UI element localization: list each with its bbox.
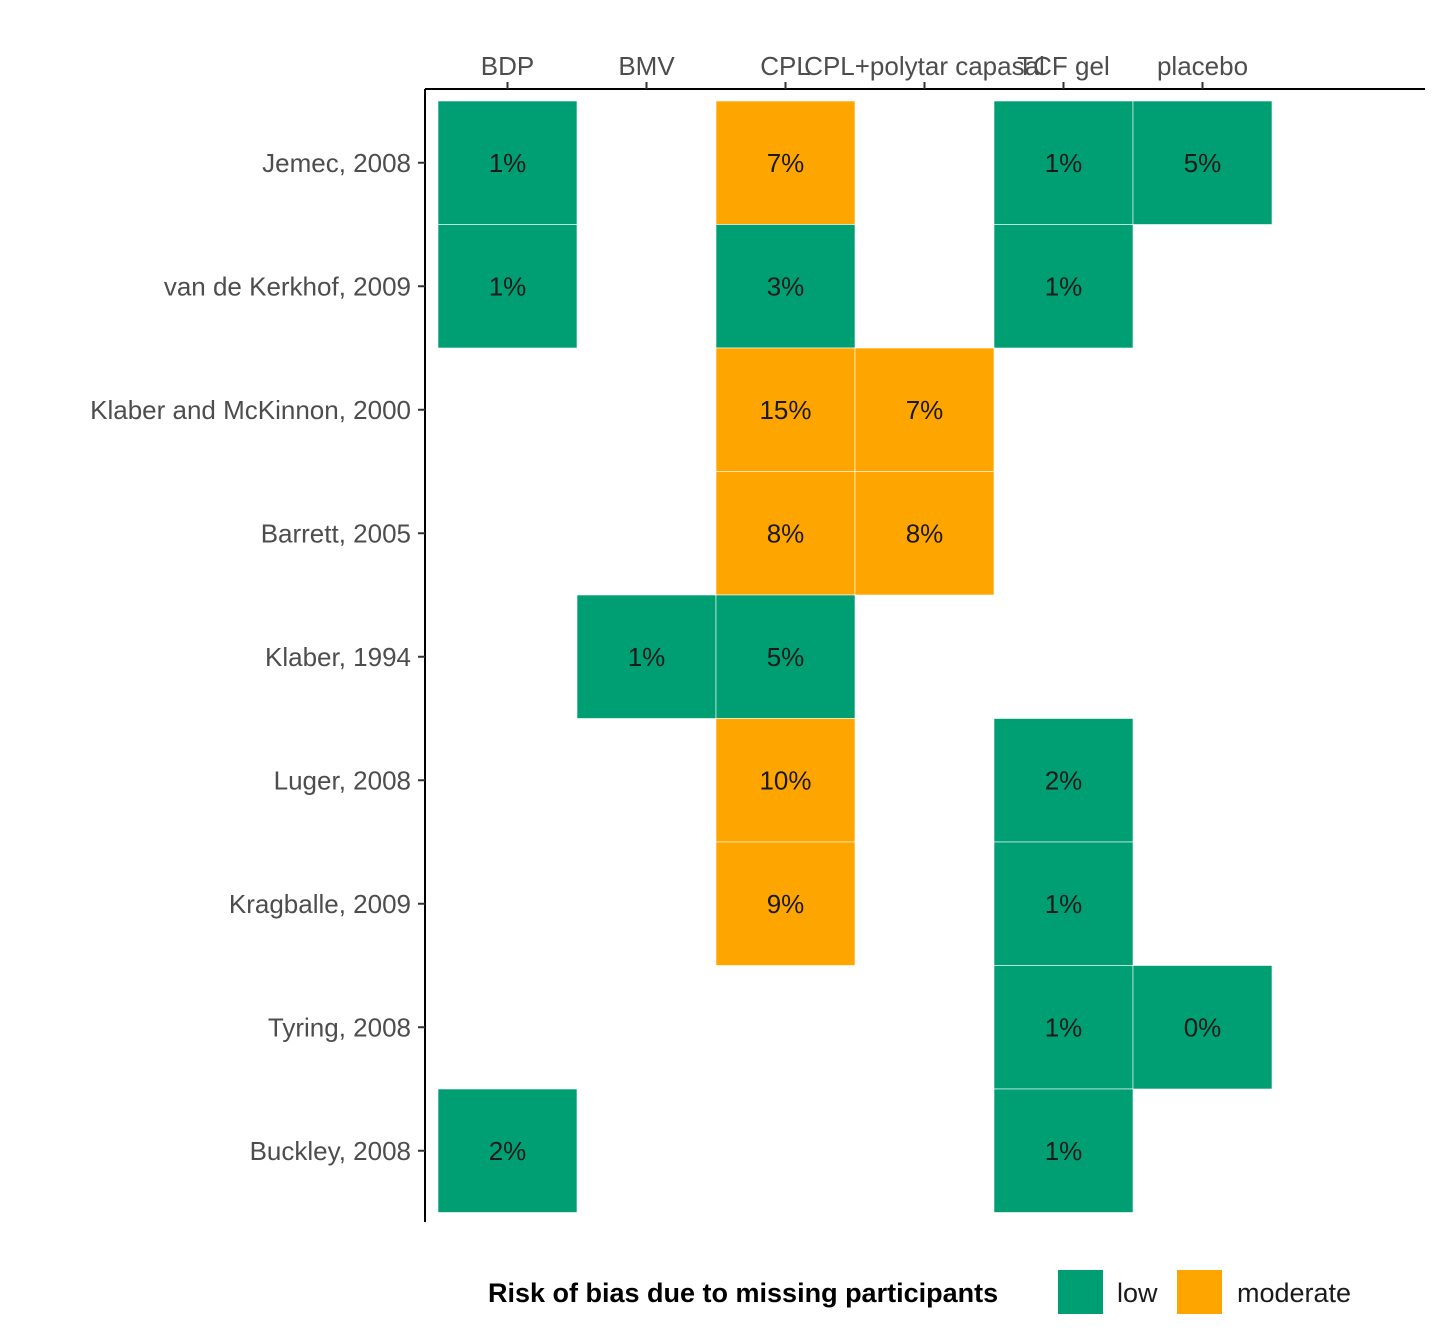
heatmap-cell xyxy=(1132,100,1273,225)
cell-value-label: 10% xyxy=(759,765,811,795)
legend-label-moderate: moderate xyxy=(1237,1278,1351,1308)
heatmap-cell xyxy=(715,594,856,719)
heatmap-cell xyxy=(993,100,1134,225)
cell-value-label: 7% xyxy=(906,395,944,425)
row-label: van de Kerkhof, 2009 xyxy=(164,271,411,301)
row-label: Jemec, 2008 xyxy=(262,148,411,178)
cell-value-label: 1% xyxy=(1045,889,1083,919)
legend-title: Risk of bias due to missing participants xyxy=(488,1278,998,1308)
heatmap-cell xyxy=(715,224,856,349)
row-label: Buckley, 2008 xyxy=(250,1136,411,1166)
heatmap-cell xyxy=(715,841,856,966)
row-label: Klaber, 1994 xyxy=(265,642,411,672)
heatmap-cell xyxy=(437,224,578,349)
heatmap-cell xyxy=(715,100,856,225)
cell-value-label: 3% xyxy=(767,271,805,301)
cell-value-label: 1% xyxy=(489,271,527,301)
cell-value-label: 9% xyxy=(767,889,805,919)
cell-value-label: 5% xyxy=(767,642,805,672)
legend-key-low xyxy=(1058,1270,1103,1314)
heatmap-cell xyxy=(715,347,856,472)
cell-value-label: 0% xyxy=(1184,1012,1222,1042)
cell-value-label: 5% xyxy=(1184,148,1222,178)
heatmap-cell xyxy=(993,841,1134,966)
cell-value-label: 15% xyxy=(759,395,811,425)
row-label: Luger, 2008 xyxy=(274,765,411,795)
row-label: Barrett, 2005 xyxy=(261,518,411,548)
column-label: BMV xyxy=(618,51,675,81)
heatmap-cell xyxy=(1132,965,1273,1090)
column-label: CPL+polytar capasal xyxy=(804,51,1045,81)
column-label: TCF gel xyxy=(1017,51,1109,81)
heatmap-cell xyxy=(993,1088,1134,1213)
column-label: placebo xyxy=(1157,51,1248,81)
heatmap-cell xyxy=(576,594,717,719)
row-label: Kragballe, 2009 xyxy=(229,889,411,919)
legend-key-moderate xyxy=(1177,1270,1222,1314)
column-label: BDP xyxy=(481,51,534,81)
heatmap-cell xyxy=(715,718,856,843)
cell-value-label: 7% xyxy=(767,148,805,178)
cell-value-label: 1% xyxy=(1045,271,1083,301)
heatmap-cell xyxy=(993,965,1134,1090)
legend-label-low: low xyxy=(1117,1278,1158,1308)
cell-value-label: 8% xyxy=(906,518,944,548)
cell-value-label: 1% xyxy=(489,148,527,178)
cell-value-label: 8% xyxy=(767,518,805,548)
cell-value-label: 1% xyxy=(628,642,666,672)
heatmap-cell xyxy=(854,471,995,596)
row-label: Klaber and McKinnon, 2000 xyxy=(90,395,411,425)
cell-value-label: 2% xyxy=(489,1136,527,1166)
heatmap-cell xyxy=(437,100,578,225)
cell-value-label: 1% xyxy=(1045,1012,1083,1042)
cell-value-label: 1% xyxy=(1045,1136,1083,1166)
column-label: CPL xyxy=(760,51,811,81)
cell-value-label: 2% xyxy=(1045,765,1083,795)
cell-value-label: 1% xyxy=(1045,148,1083,178)
heatmap-cell xyxy=(715,471,856,596)
heatmap-cell xyxy=(993,718,1134,843)
row-label: Tyring, 2008 xyxy=(268,1012,411,1042)
heatmap-cell xyxy=(993,224,1134,349)
heatmap-cell xyxy=(437,1088,578,1213)
